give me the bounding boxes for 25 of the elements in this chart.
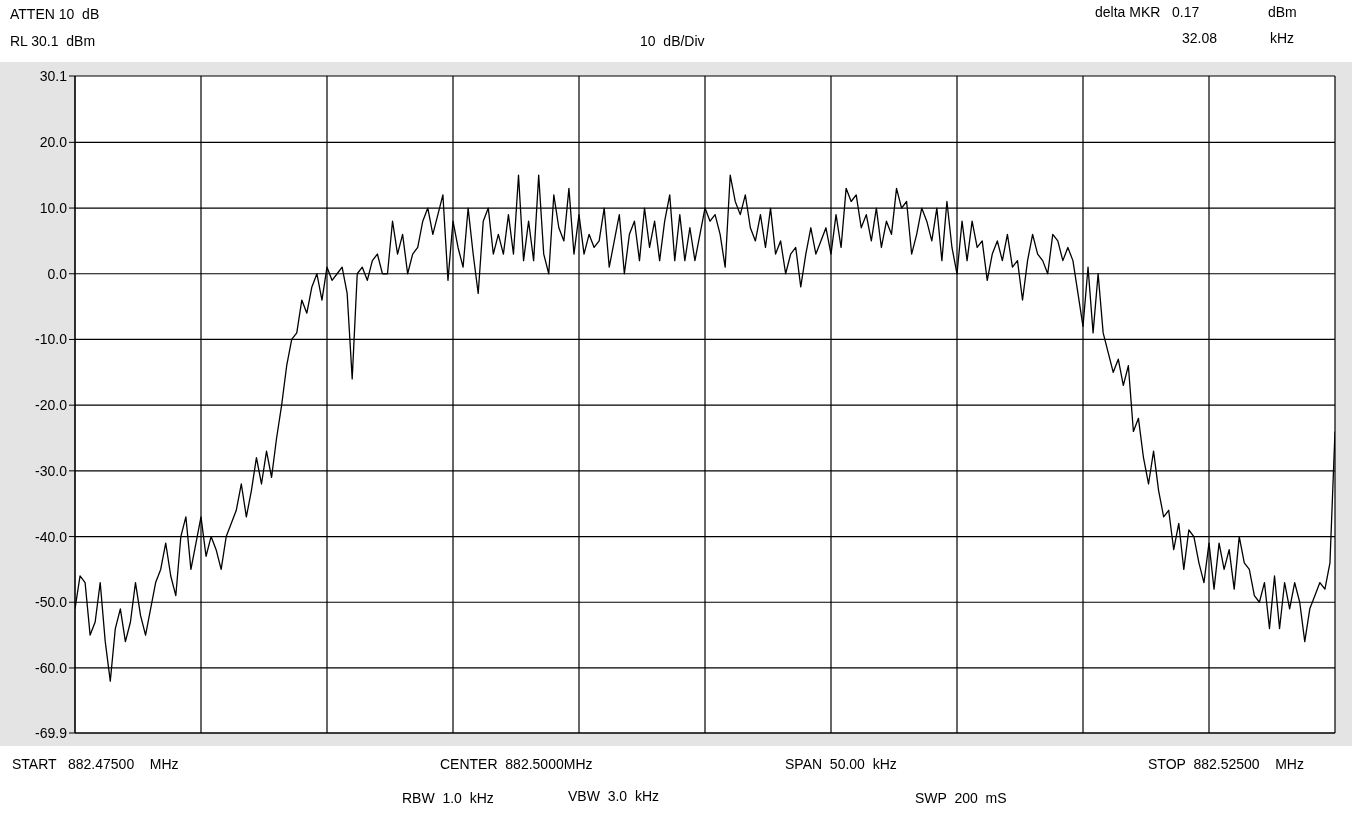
y-tick-label: 0.0 xyxy=(47,265,68,282)
text: dBm xyxy=(1268,4,1297,20)
text: VBW 3.0 kHz xyxy=(568,788,660,804)
text: delta MKR 0.17 xyxy=(1095,4,1200,20)
y-tick-label: -40.0 xyxy=(35,528,68,545)
y-tick-label: -20.0 xyxy=(35,397,68,414)
text: CENTER 882.5000MHz xyxy=(440,756,593,772)
y-tick-label: -30.0 xyxy=(35,462,68,479)
text: RL 30.1 dBm xyxy=(10,33,96,49)
text: RBW 1.0 kHz xyxy=(402,790,494,806)
y-tick-label: -69.9 xyxy=(35,724,68,741)
text: 10 dB/Div xyxy=(640,33,705,49)
text: SWP 200 mS xyxy=(915,790,1007,806)
text: START 882.47500 MHz xyxy=(12,756,179,772)
text: 32.08 xyxy=(1182,30,1218,46)
text: STOP 882.52500 MHz xyxy=(1148,756,1304,772)
y-tick-label: -10.0 xyxy=(35,331,68,348)
text: SPAN 50.00 kHz xyxy=(785,756,897,772)
text: ATTEN 10 dB xyxy=(10,6,100,22)
y-tick-label: -50.0 xyxy=(35,594,68,611)
text: kHz xyxy=(1270,30,1295,46)
y-tick-label: 10.0 xyxy=(39,200,68,217)
y-tick-label: 30.1 xyxy=(39,67,68,84)
y-tick-label: -60.0 xyxy=(35,659,68,676)
y-tick-label: 20.0 xyxy=(39,134,68,151)
